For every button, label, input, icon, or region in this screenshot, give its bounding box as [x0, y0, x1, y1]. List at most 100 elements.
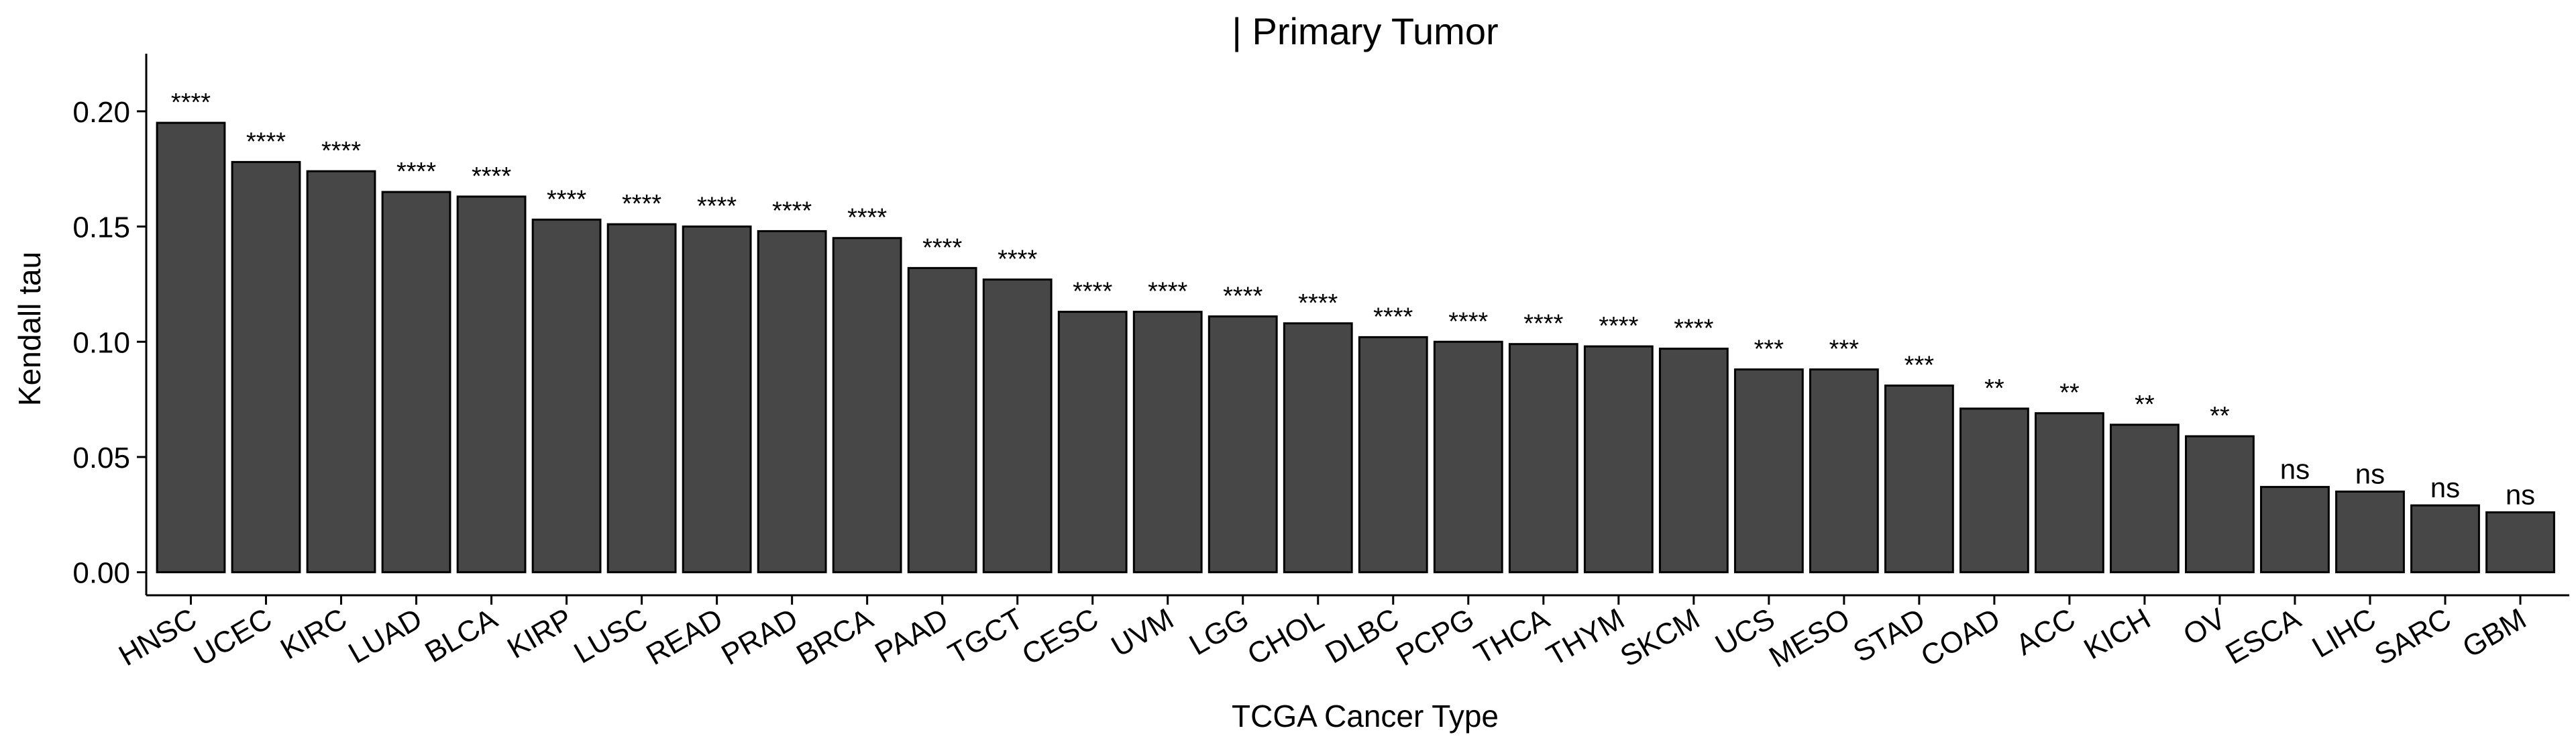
bar-read: [682, 225, 752, 574]
bars-group: [156, 121, 2555, 574]
significance-label: ****: [847, 204, 887, 232]
x-tick-label: HNSC: [113, 602, 202, 672]
bar-thym: [1583, 345, 1654, 574]
x-tick-label: STAD: [1848, 602, 1931, 668]
significance-label: ****: [1223, 282, 1263, 310]
chart-title: | Primary Tumor: [1232, 10, 1498, 52]
bar-stad: [1884, 385, 1954, 574]
bar-kirc: [306, 170, 376, 574]
bar-ucec: [231, 160, 301, 574]
significance-label: ****: [1148, 278, 1187, 306]
bar-lgg: [1208, 315, 1278, 574]
significance-label: ****: [1448, 307, 1488, 336]
significance-label: ****: [1073, 278, 1112, 306]
significance-label: **: [1984, 374, 2004, 403]
y-axis-label: Kendall tau: [12, 252, 47, 406]
significance-label: **: [2135, 391, 2155, 419]
x-tick-label: LUAD: [343, 602, 427, 670]
significance-label: ns: [2355, 458, 2385, 489]
x-tick-label: LUSC: [568, 602, 653, 670]
significance-label: **: [2210, 402, 2230, 430]
bar-chol: [1283, 322, 1353, 574]
x-tick-label: COAD: [1915, 602, 2006, 673]
x-tick-label: CESC: [1016, 602, 1104, 672]
bar-sarc: [2410, 504, 2480, 574]
x-tick-label: KICH: [2078, 602, 2156, 666]
bar-gbm: [2485, 511, 2555, 574]
significance-label: ****: [472, 162, 511, 191]
significance-label: **: [2059, 379, 2080, 407]
bar-ucs: [1733, 368, 1804, 574]
bar-cesc: [1057, 311, 1128, 574]
bar-meso: [1809, 368, 1879, 574]
y-tick-label: 0.05: [72, 442, 130, 474]
bar-blca: [456, 195, 527, 574]
y-tick-label: 0.00: [72, 557, 130, 590]
x-tick-label: CHOL: [1242, 602, 1329, 672]
bar-ov: [2185, 435, 2255, 574]
x-tick-label: KIRC: [275, 602, 353, 666]
bar-pcpg: [1433, 340, 1503, 574]
bar-tgct: [982, 279, 1053, 574]
bar-luad: [381, 191, 451, 574]
bar-uvm: [1132, 311, 1203, 574]
x-tick-label: LGG: [1184, 602, 1254, 662]
bar-lihc: [2335, 490, 2405, 574]
significance-label: ns: [2430, 472, 2460, 503]
significance-label: ****: [1373, 303, 1413, 331]
bar-coad: [1959, 407, 2029, 574]
bar-prad: [757, 230, 827, 574]
significance-label: ***: [1829, 335, 1860, 363]
significance-label: ****: [321, 137, 361, 165]
x-axis-label: TCGA Cancer Type: [1232, 699, 1499, 734]
bar-skcm: [1658, 348, 1729, 574]
x-tick-label: SKCM: [1615, 602, 1705, 673]
bar-dlbc: [1358, 336, 1428, 574]
bar-thca: [1508, 343, 1578, 574]
x-tick-label: TGCT: [943, 602, 1028, 670]
x-tick-label: ACC: [2010, 602, 2081, 662]
x-tick-label: BRCA: [791, 602, 879, 672]
significance-label: ****: [922, 234, 962, 262]
x-tick-label: PRAD: [716, 602, 803, 672]
x-axis: HNSCUCECKIRCLUADBLCAKIRPLUSCREADPRADBRCA…: [113, 594, 2569, 674]
x-tick-label: PCPG: [1391, 602, 1479, 672]
significance-label: ****: [246, 128, 286, 156]
significance-label: ****: [1523, 310, 1563, 338]
significance-label: ****: [1674, 315, 1713, 343]
x-tick-label: BLCA: [420, 602, 504, 669]
significance-label: ****: [998, 246, 1037, 274]
significance-label: ***: [1904, 352, 1935, 380]
bar-lusc: [606, 223, 677, 574]
x-tick-label: GBM: [2457, 602, 2532, 664]
y-tick-label: 0.20: [72, 96, 130, 129]
bar-paad: [907, 266, 977, 574]
significance-label: ****: [396, 158, 436, 186]
significance-labels-group: ******** ******** ******** **** **** **** ****…: [171, 89, 2535, 510]
x-tick-label: MESO: [1764, 602, 1856, 674]
x-tick-label: THCA: [1469, 602, 1556, 671]
significance-label: ****: [697, 193, 737, 221]
significance-label: ns: [2506, 479, 2535, 510]
significance-label: ns: [2280, 454, 2310, 485]
x-tick-label: READ: [641, 602, 728, 672]
significance-label: ****: [547, 185, 586, 213]
significance-label: ***: [1754, 335, 1784, 363]
bar-kirp: [531, 218, 602, 574]
x-tick-label: UVM: [1106, 602, 1179, 663]
x-tick-label: PAAD: [869, 602, 953, 670]
bar-kich: [2110, 423, 2180, 574]
y-tick-label: 0.15: [72, 211, 130, 244]
bar-esca: [2260, 486, 2330, 574]
bar-acc: [2034, 412, 2104, 574]
y-axis: 0.00 0.05 0.10 0.15 0.20: [72, 54, 148, 595]
bar-brca: [832, 237, 902, 574]
x-tick-label: DLBC: [1320, 602, 1405, 670]
x-tick-label: UCEC: [189, 602, 277, 672]
x-tick-label: THYM: [1541, 602, 1629, 672]
bar-hnsc: [156, 121, 226, 574]
x-tick-label: LIHC: [2307, 602, 2381, 664]
x-tick-label: SARC: [2369, 602, 2457, 672]
